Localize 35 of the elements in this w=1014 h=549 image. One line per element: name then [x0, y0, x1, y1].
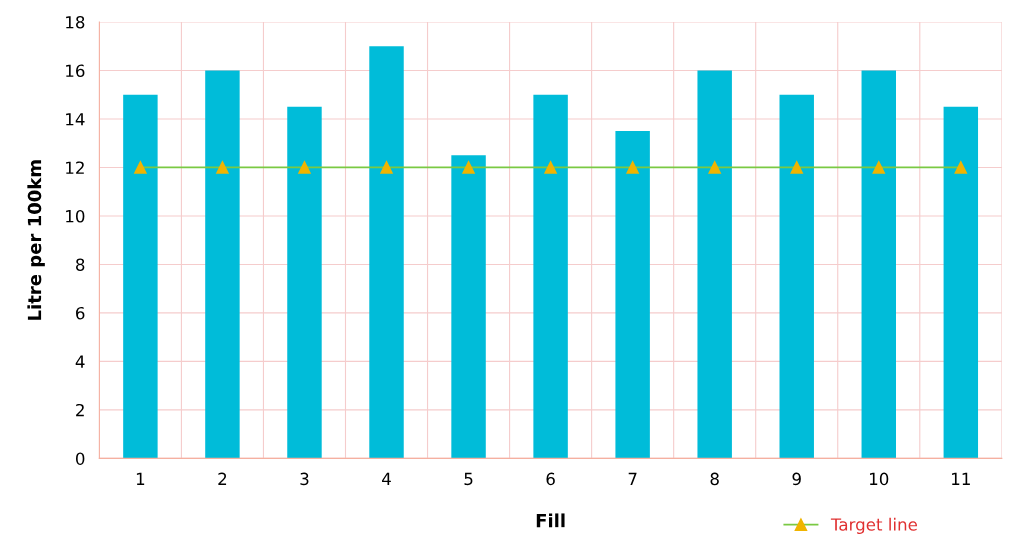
bar: [533, 94, 568, 459]
y-tick-label: 6: [76, 306, 85, 320]
x-tick-label: 4: [382, 472, 391, 485]
y-tick-label: 8: [76, 258, 85, 271]
bar: [451, 155, 486, 459]
x-tick-label: 3: [300, 472, 309, 486]
x-tick-label: 6: [546, 472, 555, 486]
y-tick-label: 16: [66, 64, 85, 78]
bar: [205, 70, 240, 459]
bar: [943, 106, 979, 459]
y-tick-label: 18: [66, 15, 85, 29]
bar: [123, 94, 158, 459]
x-axis-title: Fill: [536, 513, 565, 528]
y-tick-label: 2: [76, 403, 84, 417]
y-tick-label: 12: [66, 161, 84, 174]
x-tick-label: 8: [710, 472, 719, 486]
x-tick-label: 10: [870, 472, 889, 486]
bar: [697, 70, 732, 459]
legend-label: Target line: [830, 517, 917, 534]
bar: [779, 94, 814, 459]
y-tick-label: 4: [75, 355, 85, 368]
x-tick-label: 7: [628, 472, 637, 485]
bar: [615, 131, 650, 459]
x-tick-label: 9: [792, 472, 801, 486]
y-tick-label: 10: [66, 209, 85, 223]
bar: [287, 106, 322, 459]
x-tick-label: 1: [136, 472, 145, 485]
y-tick-label: 14: [66, 113, 85, 126]
x-tick-label: 11: [952, 472, 970, 485]
bar: [861, 70, 896, 459]
y-axis-title: Litre per 100km: [27, 160, 45, 320]
x-tick-label: 2: [218, 472, 227, 485]
bar: [369, 46, 404, 459]
x-tick-label: 5: [464, 472, 473, 486]
y-tick-label: 0: [75, 452, 85, 465]
